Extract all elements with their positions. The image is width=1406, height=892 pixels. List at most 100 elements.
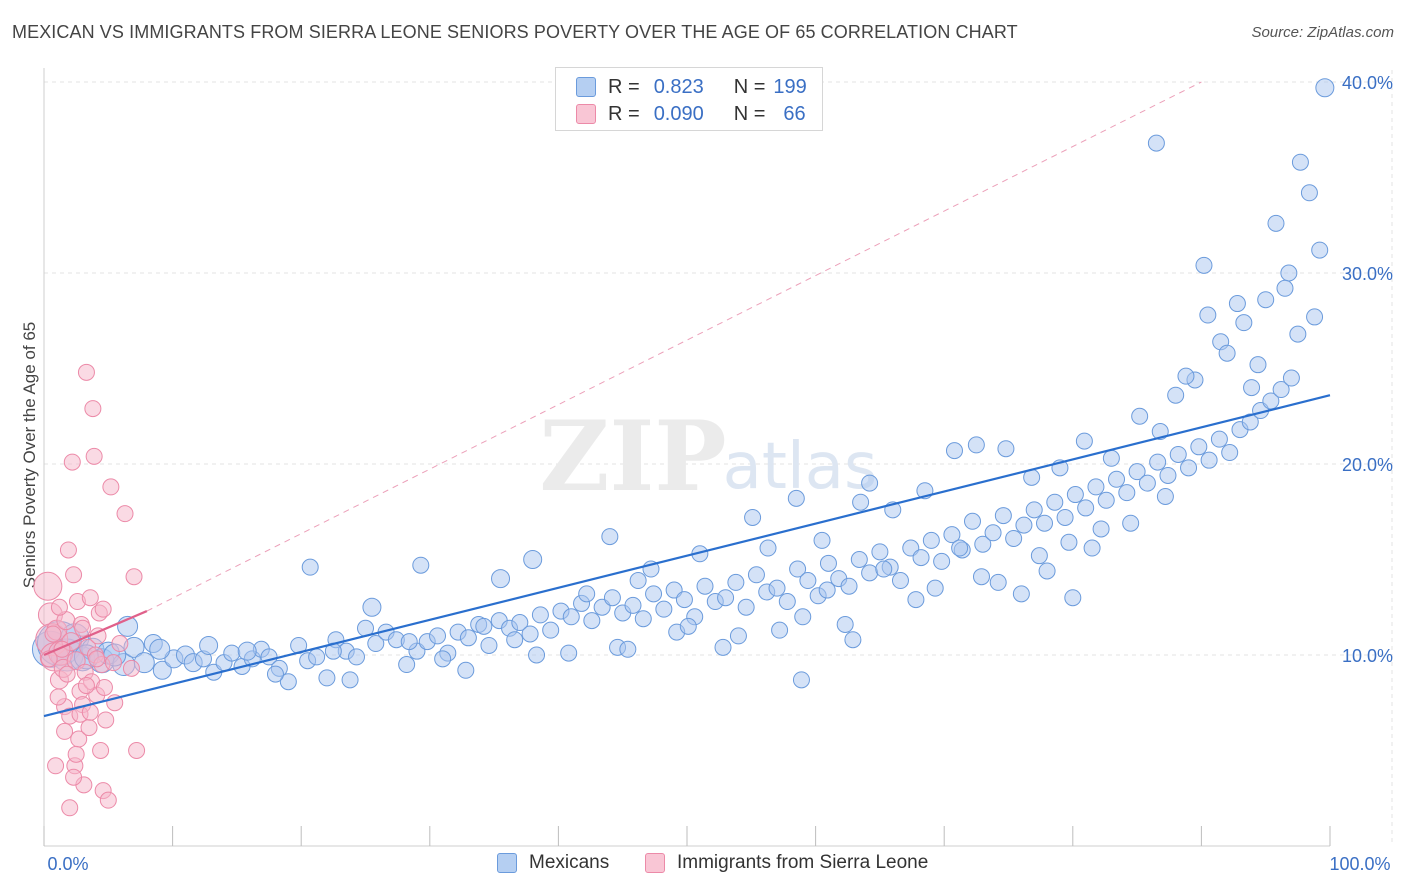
mexicans-point	[1097, 491, 1115, 509]
mexicans-point	[1159, 466, 1177, 484]
mexicans-point	[717, 589, 735, 607]
mexicans-point	[1128, 463, 1146, 481]
mexicans-point	[989, 573, 1007, 591]
mexicans-point	[1092, 520, 1110, 538]
mexicans-point	[1306, 308, 1324, 326]
mexicans-point	[861, 474, 879, 492]
sierra-leone-point	[77, 363, 95, 381]
mexicans-point	[1036, 514, 1054, 532]
mexicans-point	[1025, 501, 1043, 519]
mexicans-point	[1282, 369, 1300, 387]
mexicans-point	[1241, 413, 1259, 431]
sierra-leone-point	[44, 625, 62, 643]
mexicans-point	[301, 558, 319, 576]
mexicans-point	[601, 528, 619, 546]
mexicans-point	[1190, 438, 1208, 456]
mexicans-point	[367, 635, 385, 653]
mexicans-point	[603, 589, 621, 607]
mexicans-point	[645, 585, 663, 603]
sierra-leone-point	[104, 654, 122, 672]
mexicans-point	[237, 641, 257, 661]
mexicans-point	[279, 673, 297, 691]
mexicans-point	[624, 596, 642, 614]
mexicans-point	[1056, 508, 1074, 526]
mexicans-point	[945, 442, 963, 460]
sierra-leone-point	[92, 742, 110, 759]
x-tick-label: 0.0%	[47, 854, 88, 874]
mexicans-point	[1243, 379, 1261, 397]
legend-row-sierra-leone: R = 0.090 N = 66	[576, 102, 806, 126]
mexicans-point	[861, 564, 879, 582]
legend-n-label: N =	[733, 75, 766, 98]
zipatlas-watermark: ZIP atlas	[539, 400, 877, 513]
mexicans-point	[318, 669, 336, 687]
sierra-leone-trend-extension	[146, 81, 1202, 612]
correlation-legend: R = 0.823 N = 199 R = 0.090 N = 66	[555, 67, 823, 131]
mexicans-point	[922, 531, 940, 549]
legend-swatch-mexicans	[497, 853, 517, 873]
mexicans-point	[1038, 562, 1056, 580]
mexicans-point	[852, 493, 870, 511]
watermark-zip: ZIP	[539, 400, 726, 513]
mexicans-point	[199, 635, 219, 655]
mexicans-point	[511, 614, 529, 632]
axes	[43, 68, 1331, 847]
sierra-leone-point	[65, 768, 83, 786]
sierra-leone-point	[59, 541, 77, 559]
mexicans-point	[891, 572, 909, 590]
mexicans-point	[412, 556, 430, 574]
legend-row-mexicans: R = 0.823 N = 199	[576, 75, 807, 99]
mexicans-point	[813, 531, 831, 549]
mexicans-point	[792, 671, 810, 689]
sierra-leone-point	[65, 566, 83, 584]
legend-n-label: N =	[733, 102, 766, 125]
sierra-leone-points	[33, 363, 146, 817]
mexicans-point	[1291, 153, 1309, 171]
mexicans-point	[747, 566, 765, 584]
mexicans-point	[1030, 547, 1048, 565]
legend-item-mexicans: Mexicans	[497, 852, 609, 874]
mexicans-point	[768, 579, 786, 597]
mexicans-point	[1147, 134, 1165, 152]
mexicans-point	[984, 524, 1002, 542]
sierra-leone-point	[67, 745, 85, 763]
mexicans-point	[967, 436, 985, 454]
source-label: Source: ZipAtlas.com	[1251, 24, 1394, 41]
sierra-leone-trend-line	[43, 610, 148, 657]
legend-r-value-sierra-leone: 0.090	[653, 102, 704, 125]
mexicans-point	[1249, 356, 1267, 374]
mexicans-point	[1280, 264, 1298, 282]
mexicans-point	[727, 573, 745, 591]
mexicans-point	[1167, 386, 1185, 404]
mexicans-point	[266, 665, 284, 683]
mexicans-point	[1138, 474, 1156, 492]
mexicans-point	[744, 508, 762, 526]
mexicans-point	[362, 597, 382, 617]
mexicans-point	[1066, 486, 1084, 504]
mexicans-point	[819, 554, 837, 572]
legend-item-sierra-leone: Immigrants from Sierra Leone	[645, 852, 928, 874]
mexicans-point	[1075, 432, 1093, 450]
mexicans-point	[1272, 381, 1290, 399]
sierra-leone-point	[49, 688, 67, 706]
legend-swatch-mexicans	[576, 77, 596, 97]
mexicans-point	[629, 572, 647, 590]
mexicans-point	[619, 640, 637, 658]
mexicans-point	[1064, 589, 1082, 607]
mexicans-point	[578, 585, 596, 603]
mexicans-point	[506, 631, 524, 649]
mexicans-point	[521, 625, 539, 643]
mexicans-point	[655, 600, 673, 618]
sierra-leone-point	[85, 447, 103, 465]
mexicans-point	[223, 644, 241, 662]
mexicans-point	[714, 638, 732, 656]
mexicans-point	[634, 610, 652, 628]
mexicans-point	[907, 591, 925, 609]
mexicans-point	[1060, 533, 1078, 551]
sierra-leone-point	[77, 677, 95, 695]
mexicans-point	[341, 671, 359, 689]
trend-lines	[43, 81, 1331, 718]
mexicans-point	[1083, 539, 1101, 557]
x-tick-labels: 0.0% 100.0%	[47, 854, 1390, 874]
sierra-leone-point	[58, 665, 76, 683]
